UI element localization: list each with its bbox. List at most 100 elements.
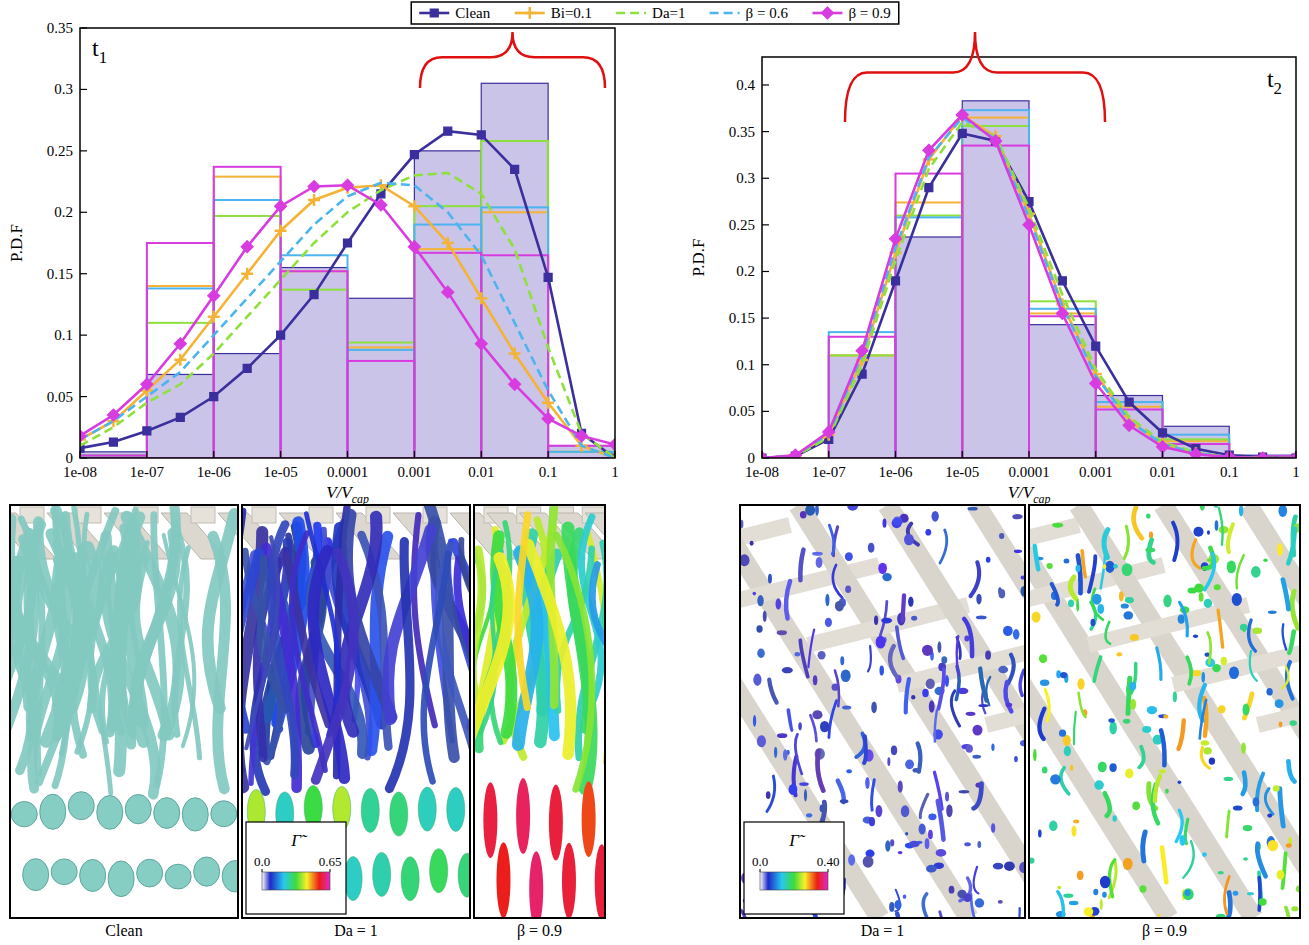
- ligament: [1008, 655, 1014, 684]
- droplet: [11, 801, 37, 826]
- marker: [1023, 219, 1035, 231]
- hist-bar: [348, 347, 415, 458]
- marker: [544, 273, 552, 281]
- interface-tube: [213, 536, 225, 788]
- fragment: [975, 898, 984, 907]
- hist-bar: [481, 141, 548, 458]
- fragment: [1050, 774, 1061, 784]
- fragment: [905, 760, 914, 770]
- fragment: [1158, 714, 1167, 718]
- y-tick: [762, 178, 769, 179]
- x-tick: [761, 451, 762, 458]
- ligament: [1124, 526, 1128, 558]
- marker: [1159, 429, 1167, 437]
- x-tick-label: 0.0001: [327, 464, 368, 480]
- hist-bar: [896, 237, 963, 458]
- fragment: [904, 534, 914, 546]
- fragment: [911, 616, 917, 621]
- droplet: [51, 859, 77, 885]
- x-tick-label: 0.01: [468, 464, 494, 480]
- fragment: [1139, 885, 1146, 892]
- fragment: [1178, 615, 1185, 624]
- fragment: [993, 863, 1004, 870]
- legend-line: [616, 12, 646, 15]
- fragment: [1014, 550, 1022, 554]
- y-tick-label: 0.2: [54, 204, 73, 220]
- ligament: [1280, 789, 1283, 826]
- marker: [762, 452, 768, 458]
- fragment: [1207, 530, 1210, 535]
- fragment: [1224, 777, 1233, 781]
- panel-caption: β = 0.9: [1142, 922, 1187, 940]
- hist-bar: [214, 354, 281, 458]
- ligament: [1257, 844, 1265, 877]
- fragment: [1193, 634, 1198, 638]
- fragment: [804, 789, 807, 801]
- fragment: [1129, 682, 1136, 690]
- legend-label: Bi=0.1: [551, 5, 592, 21]
- fragment: [1064, 746, 1071, 756]
- fit-curve: Bi=0.1: [80, 185, 615, 458]
- ligament: [1074, 712, 1076, 745]
- ligament: [938, 669, 943, 709]
- fragment: [929, 700, 935, 712]
- fragment: [928, 813, 936, 820]
- fragment: [825, 618, 832, 627]
- marker: [1290, 452, 1296, 458]
- panel-caption: β = 0.9: [517, 922, 562, 940]
- fragment: [892, 518, 902, 528]
- fragment: [757, 735, 766, 747]
- ligament: [1005, 682, 1011, 712]
- interface-tube: [461, 540, 470, 719]
- fragment: [1057, 886, 1061, 890]
- ligament: [1020, 670, 1024, 695]
- fragment: [1123, 858, 1133, 870]
- fragment: [1063, 894, 1073, 898]
- marker: [442, 237, 454, 249]
- x-tick-label: 1e-07: [812, 464, 847, 480]
- marker: [990, 135, 1002, 147]
- marker: [890, 233, 902, 245]
- fragment: [922, 689, 929, 697]
- hist-bar: [481, 83, 548, 458]
- fragment: [1239, 505, 1243, 516]
- ligament: [1208, 633, 1211, 664]
- fragment: [1038, 830, 1042, 838]
- ligament: [1052, 584, 1058, 605]
- fragment: [1163, 595, 1171, 608]
- ligament: [1094, 657, 1100, 681]
- fragment: [1173, 692, 1177, 703]
- ligament: [829, 525, 834, 554]
- ligament: [1104, 530, 1108, 558]
- droplet: [80, 859, 106, 891]
- ligament: [1078, 555, 1081, 593]
- fragment: [766, 791, 771, 799]
- fragment: [977, 841, 981, 848]
- y-tick: [80, 396, 87, 397]
- ligament: [1173, 523, 1177, 560]
- colorbar-title: Γ̃: [290, 831, 308, 850]
- hist-bar: [281, 271, 348, 458]
- x-tick: [1229, 451, 1230, 458]
- fragment: [1243, 857, 1248, 861]
- fragment: [768, 574, 772, 584]
- fragment: [976, 616, 987, 620]
- ligament: [974, 784, 982, 809]
- fragment: [1042, 766, 1048, 773]
- fragment: [1185, 890, 1191, 896]
- marker: [762, 452, 768, 458]
- interface-tube: [557, 535, 592, 789]
- ligament: [1134, 507, 1142, 538]
- fragment: [1013, 629, 1020, 639]
- droplet: [182, 798, 208, 831]
- fragment: [835, 601, 844, 612]
- x-tick: [146, 451, 147, 458]
- histogram: [80, 177, 615, 458]
- fragment: [1286, 843, 1292, 847]
- marker: [958, 129, 966, 137]
- x-tick: [414, 451, 415, 458]
- fragment: [1258, 898, 1266, 906]
- fragment: [840, 656, 844, 665]
- fragment: [777, 630, 787, 635]
- ligament: [918, 743, 921, 771]
